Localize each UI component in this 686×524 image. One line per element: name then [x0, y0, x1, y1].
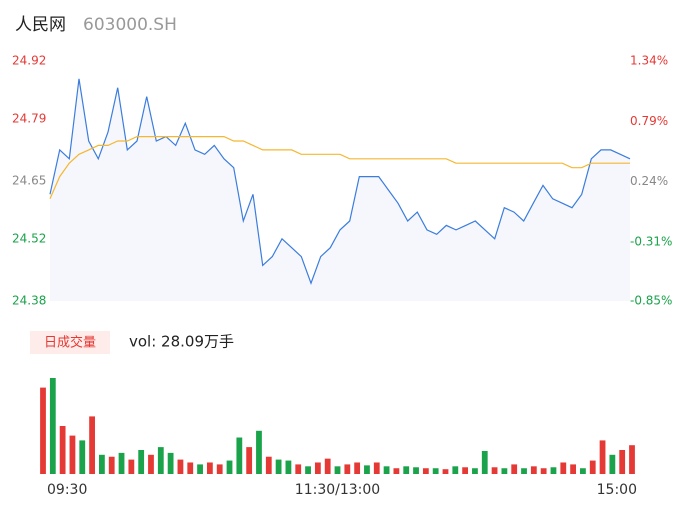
- volume-total: vol: 28.09万手: [129, 333, 234, 351]
- volume-bar: [570, 464, 576, 474]
- volume-bar: [59, 426, 66, 474]
- volume-bar: [69, 435, 76, 474]
- volume-bar: [403, 466, 410, 474]
- volume-bar: [344, 464, 351, 474]
- y2-tick-label: 1.34%: [630, 54, 668, 68]
- volume-bar: [79, 440, 86, 474]
- volume-bar: [589, 460, 596, 474]
- volume-bar: [108, 456, 115, 474]
- y2-tick-label: -0.85%: [630, 294, 672, 308]
- y2-tick-label: 0.79%: [630, 114, 668, 128]
- volume-bar: [364, 465, 370, 474]
- volume-bar: [550, 467, 557, 474]
- volume-bar: [481, 450, 488, 474]
- volume-bar: [314, 462, 321, 474]
- volume-bar: [89, 416, 95, 474]
- volume-bar: [511, 464, 518, 474]
- y-tick-label: 24.38: [12, 294, 46, 308]
- x-tick-label: 15:00: [597, 482, 637, 498]
- volume-bar: [383, 466, 390, 474]
- volume-bar: [216, 464, 223, 474]
- stock-code: 603000.SH: [83, 15, 177, 35]
- y-tick-label: 24.52: [12, 231, 46, 245]
- volume-bar: [354, 462, 361, 474]
- y-tick-label: 24.79: [12, 111, 46, 125]
- volume-bar: [324, 458, 331, 474]
- volume-bar: [619, 450, 626, 474]
- volume-bar: [540, 468, 547, 474]
- volume-bar: [226, 460, 233, 474]
- volume-bar: [393, 468, 400, 474]
- volume-bar: [256, 430, 262, 474]
- volume-bar: [580, 468, 586, 474]
- volume-bar: [197, 464, 203, 474]
- y-tick-label: 24.92: [12, 54, 46, 68]
- volume-bar: [305, 466, 311, 474]
- volume-bar: [148, 454, 154, 474]
- volume-bar: [413, 467, 419, 474]
- volume-bar: [442, 469, 449, 474]
- volume-bar: [629, 445, 635, 474]
- volume-bar: [128, 459, 135, 474]
- volume-bar: [138, 450, 145, 474]
- volume-bar: [373, 462, 380, 474]
- badge: 日成交量: [44, 335, 96, 351]
- volume-bar: [177, 459, 184, 474]
- y-tick-label: 24.65: [12, 174, 46, 188]
- price-area: [50, 78, 630, 301]
- volume-bar: [285, 460, 292, 474]
- x-tick-label: 09:30: [47, 482, 87, 498]
- y2-tick-label: -0.31%: [630, 234, 672, 248]
- volume-bar: [491, 467, 498, 474]
- volume-bar: [422, 468, 429, 474]
- avg-line: [49, 136, 630, 200]
- volume-bar: [432, 468, 439, 474]
- volume-bar: [521, 468, 527, 474]
- price-line: [49, 78, 631, 285]
- volume-bar: [609, 454, 616, 474]
- volume-bar: [472, 468, 478, 474]
- volume-bar: [49, 378, 56, 474]
- volume-bar: [560, 462, 567, 474]
- volume-bar: [157, 447, 164, 474]
- volume-bar: [599, 440, 606, 474]
- volume-bar: [187, 462, 194, 474]
- volume-bar: [99, 454, 105, 474]
- volume-bar: [118, 452, 125, 474]
- volume-bar: [334, 466, 341, 474]
- volume-bar: [206, 462, 213, 474]
- volume-bar: [530, 466, 537, 474]
- badge-bg: [30, 331, 110, 354]
- y2-tick-label: 0.24%: [630, 174, 668, 188]
- volume-bar: [246, 447, 253, 474]
- volume-bar: [501, 468, 508, 474]
- x-tick-label: 11:30/13:00: [295, 482, 380, 498]
- volume-bar: [452, 466, 459, 474]
- stock-name: 人民网: [15, 15, 66, 35]
- volume-bar: [40, 387, 46, 474]
- volume-bar: [265, 456, 272, 474]
- volume-bar: [295, 464, 302, 474]
- volume-bar: [236, 437, 243, 474]
- volume-bar: [462, 467, 469, 474]
- volume-bar: [167, 452, 174, 474]
- volume-bar: [275, 459, 282, 474]
